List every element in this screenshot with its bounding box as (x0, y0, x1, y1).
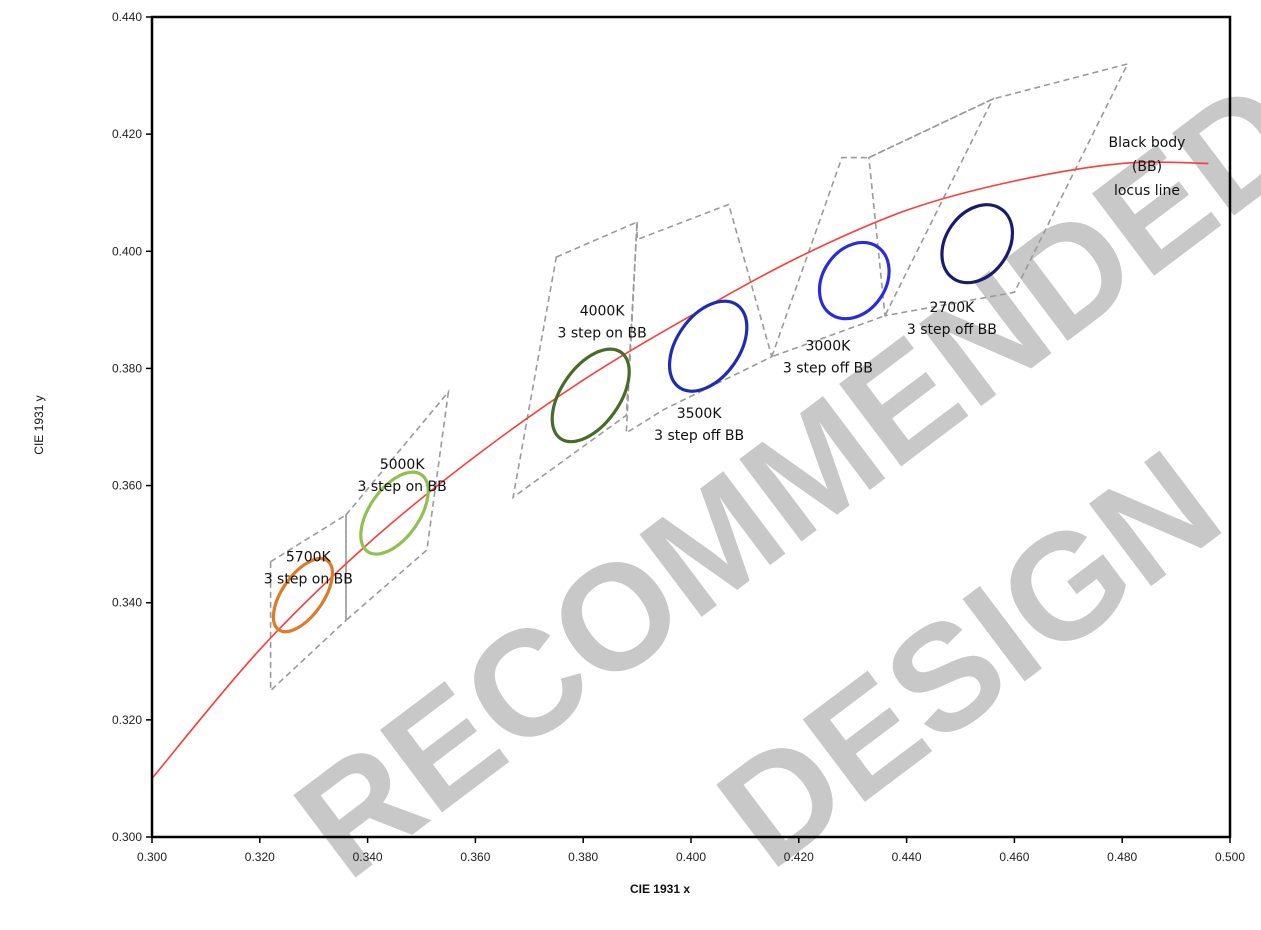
x-tick-label: 0.440 (892, 850, 922, 864)
annotation-5700k-line-2: 3 step on BB (264, 572, 353, 588)
x-tick-label: 0.320 (245, 850, 275, 864)
annotation-2700k-line-2: 3 step off BB (907, 322, 997, 338)
y-tick-label: 0.400 (112, 244, 142, 258)
locus-label-line-3: locus line (1114, 183, 1180, 199)
quadrangle-2700k (868, 62, 1130, 317)
x-tick-label: 0.460 (999, 850, 1029, 864)
annotation-2700k-line-1: 2700K (929, 300, 975, 316)
y-tick-label: 0.300 (112, 830, 142, 844)
x-tick-label: 0.360 (460, 850, 490, 864)
black-body-locus-line (151, 161, 1209, 779)
ellipse-2700k (940, 203, 1015, 285)
annotation-5000k-line-2: 3 step on BB (357, 479, 446, 495)
ellipse-5700k (271, 556, 334, 634)
y-tick-label: 0.360 (112, 479, 142, 493)
annotation-3000k-line-1: 3000K (805, 338, 851, 354)
y-tick-label: 0.340 (112, 596, 142, 610)
annotation-5000k-line-1: 5000K (380, 457, 426, 473)
annotation-3500k-line-2: 3 step off BB (654, 428, 744, 444)
x-tick-label: 0.500 (1215, 850, 1245, 864)
annotation-5700k-line-1: 5700K (286, 550, 332, 566)
x-tick-label: 0.380 (568, 850, 598, 864)
y-axis-ticks: 0.300 0.320 0.340 0.360 0.380 0.400 0.420 0.440 (112, 10, 152, 844)
y-tick-label: 0.420 (112, 127, 142, 141)
annotation-3000k-line-2: 3 step off BB (783, 360, 873, 376)
locus-layer (151, 161, 1209, 779)
quadrangle-3000k (770, 97, 995, 359)
locus-label-line-1: Black body (1109, 135, 1186, 151)
ellipse-4000k (550, 347, 631, 444)
x-tick-label: 0.400 (676, 850, 706, 864)
ellipse-layer (271, 203, 1015, 634)
ellipse-3000k (817, 240, 891, 321)
y-tick-label: 0.380 (112, 361, 142, 375)
x-axis-ticks: 0.300 0.320 0.340 0.360 0.380 0.400 0.420 0.440… (137, 837, 1245, 864)
locus-label-line-2: (BB) (1132, 159, 1162, 175)
x-tick-label: 0.340 (353, 850, 383, 864)
x-tick-label: 0.420 (784, 850, 814, 864)
y-axis-title: CIE 1931 y (32, 395, 46, 454)
y-tick-label: 0.320 (112, 713, 142, 727)
annotation-4000k-line-2: 3 step on BB (557, 326, 646, 342)
x-tick-label: 0.300 (137, 850, 167, 864)
quadrangle-5000k (345, 389, 450, 623)
annotation-layer: 5700K 3 step on BB 5000K 3 step on BB 4000K 3… (264, 135, 1186, 588)
x-axis-title: CIE 1931 x (630, 882, 690, 896)
quadrangle-5700k (269, 513, 347, 693)
ellipse-3500k (667, 299, 749, 393)
ellipse-5000k (359, 470, 430, 556)
annotation-4000k-line-1: 4000K (580, 304, 626, 320)
annotation-3500k-line-1: 3500K (677, 406, 723, 422)
y-tick-label: 0.440 (112, 10, 142, 24)
x-tick-label: 0.480 (1107, 850, 1137, 864)
